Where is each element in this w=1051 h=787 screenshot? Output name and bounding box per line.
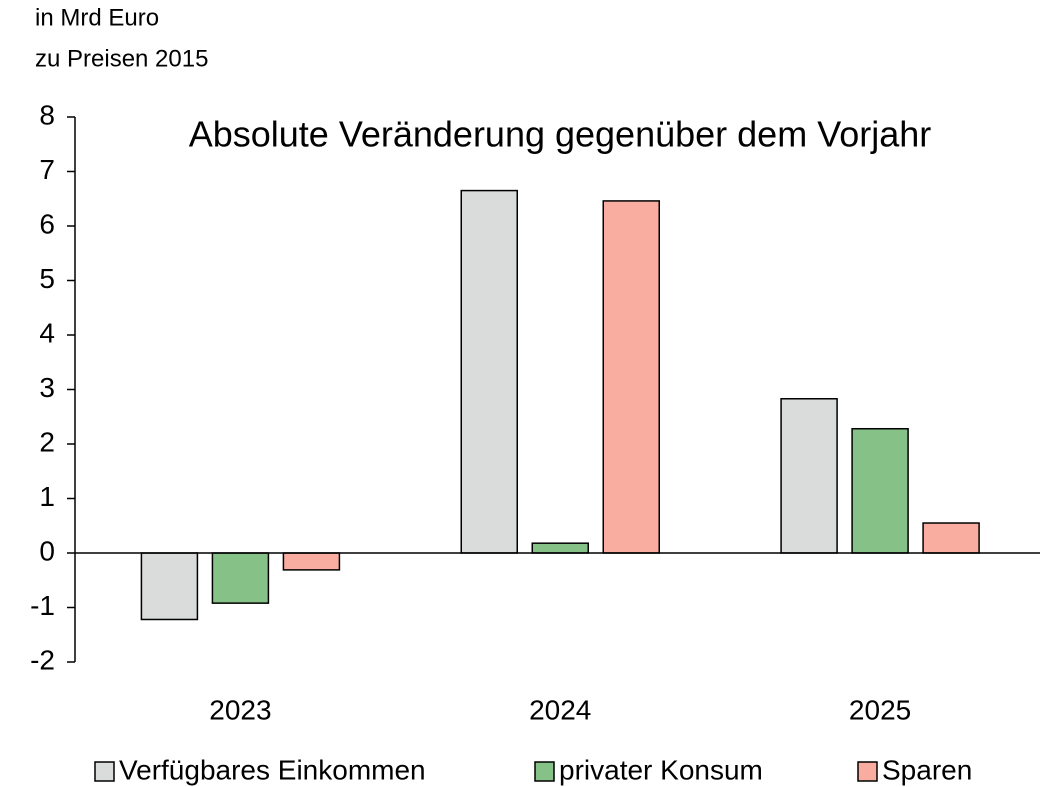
y-tick-label: -2 bbox=[30, 644, 55, 675]
y-label-line: zu Preisen 2015 bbox=[35, 45, 208, 72]
y-tick-label: 0 bbox=[39, 535, 55, 566]
legend-label: privater Konsum bbox=[559, 754, 763, 785]
bar bbox=[211, 552, 270, 604]
x-tick-label: 2024 bbox=[529, 694, 591, 725]
chart-title: Absolute Veränderung gegenüber dem Vorja… bbox=[189, 114, 932, 155]
y-tick-label: 6 bbox=[39, 208, 55, 239]
y-label-line: in Mrd Euro bbox=[35, 4, 159, 31]
bar bbox=[602, 200, 660, 554]
legend-label: Sparen bbox=[882, 754, 972, 785]
x-tick-label: 2023 bbox=[209, 694, 271, 725]
y-tick-label: 4 bbox=[39, 317, 55, 348]
legend-label: Verfügbares Einkommen bbox=[119, 754, 426, 785]
y-tick-label: 7 bbox=[39, 154, 55, 185]
y-tick-label: 2 bbox=[39, 426, 55, 457]
bar bbox=[531, 542, 589, 554]
y-tick-label: -1 bbox=[30, 590, 55, 621]
y-tick-label: 3 bbox=[39, 372, 55, 403]
x-tick-label: 2025 bbox=[849, 694, 911, 725]
bar bbox=[780, 398, 838, 554]
legend-swatch bbox=[857, 761, 878, 782]
legend-swatch bbox=[94, 761, 115, 782]
bar bbox=[282, 552, 341, 571]
bar bbox=[140, 552, 199, 621]
y-tick-label: 5 bbox=[39, 263, 55, 294]
bar bbox=[922, 522, 980, 554]
legend-swatch bbox=[534, 761, 555, 782]
y-tick-label: 1 bbox=[39, 481, 55, 512]
bar bbox=[851, 427, 909, 554]
y-tick-label: 8 bbox=[39, 99, 55, 130]
bar bbox=[460, 189, 518, 554]
